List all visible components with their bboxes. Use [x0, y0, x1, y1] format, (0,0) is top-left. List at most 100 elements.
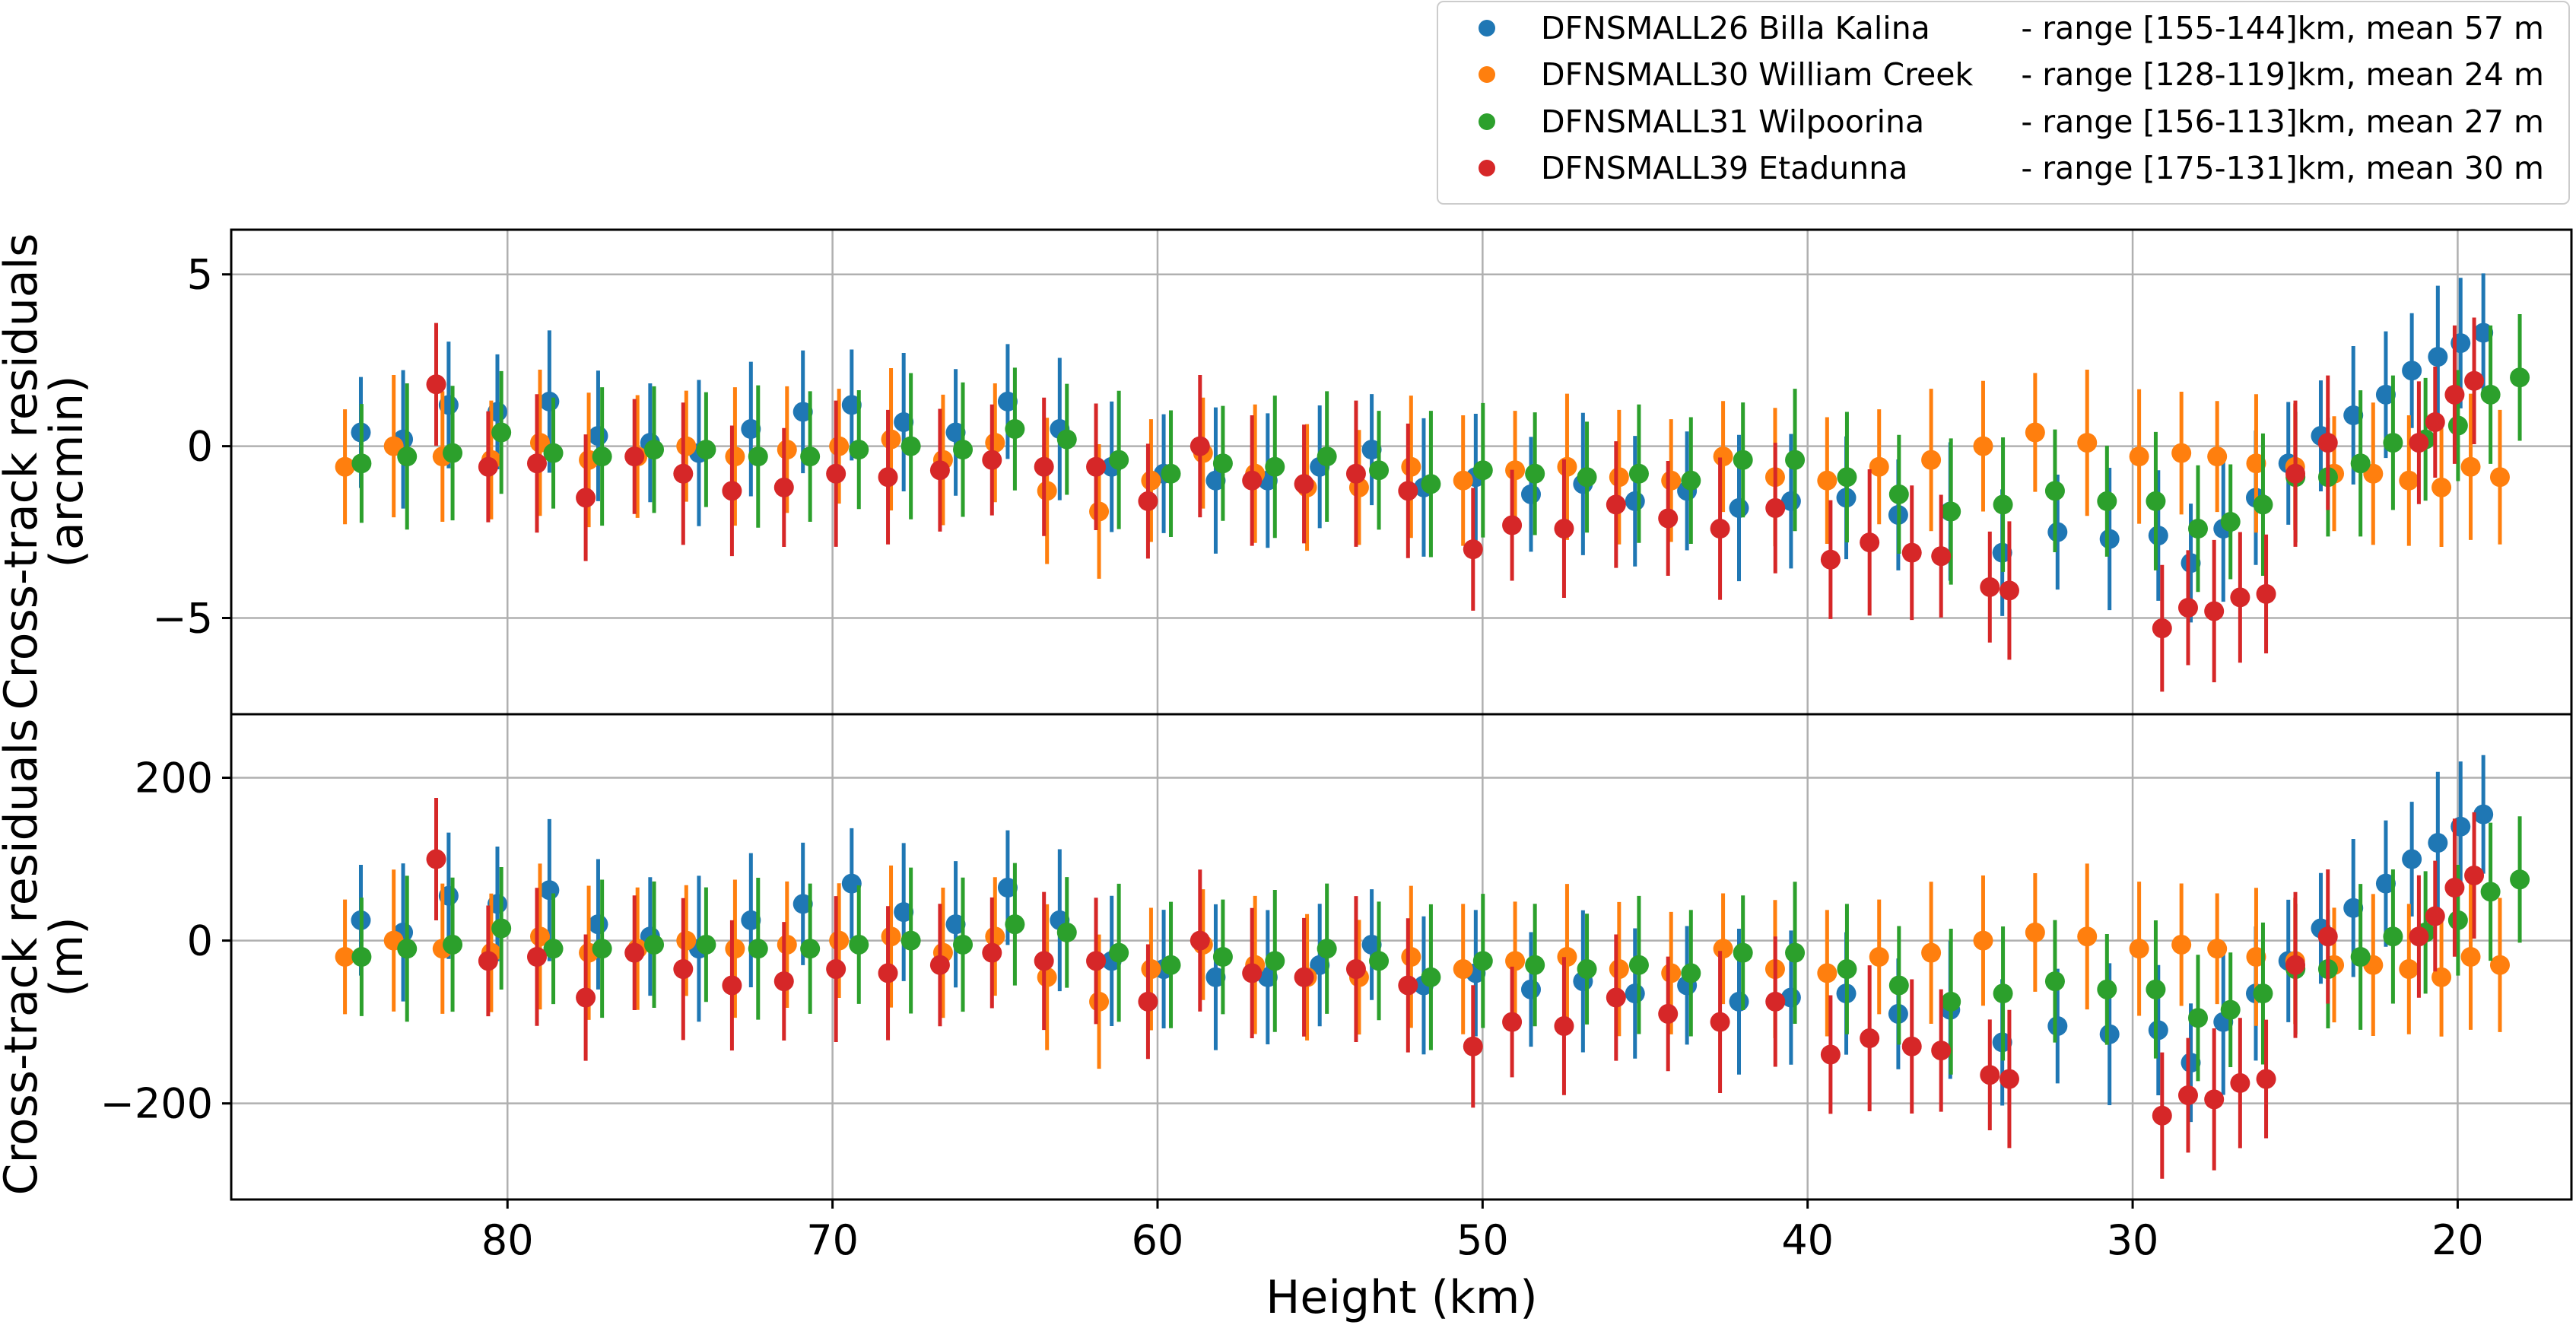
- bottom-data-point: [1628, 955, 1649, 975]
- bottom-data-point: [1869, 947, 1889, 967]
- bottom-data-point: [1765, 991, 1786, 1012]
- top-data-point: [829, 436, 850, 456]
- top-data-point: [2464, 370, 2485, 391]
- top-data-point: [773, 477, 794, 497]
- bottom-data-point: [1999, 1069, 2019, 1089]
- legend-detail: - range [156-113]km, mean 27 m: [2021, 103, 2544, 140]
- x-axis-label: Height (km): [1266, 1271, 1537, 1324]
- top-data-point: [1973, 436, 1993, 456]
- bottom-data-point: [426, 849, 446, 869]
- bottom-data-point: [2047, 1015, 2068, 1036]
- bottom-data-point: [1086, 951, 1107, 971]
- top-data-point: [2099, 529, 2120, 549]
- bottom-data-point: [929, 955, 950, 975]
- legend-label: DFNSMALL39 Etadunna: [1541, 150, 1907, 186]
- top-data-point: [1713, 446, 1733, 467]
- legend-marker: [1479, 113, 1495, 130]
- bottom-data-point: [1681, 963, 1701, 983]
- bottom-panel: −200 0 200 80 70 60 50 40 30 20 Cross-track resi…: [0, 713, 2573, 1324]
- bottom-y-tick-label: 0: [187, 917, 213, 965]
- top-panel-ylabel-line1: Cross-track residuals: [0, 234, 48, 710]
- top-data-point: [335, 456, 355, 477]
- top-data-point: [982, 450, 1002, 470]
- top-data-point: [1141, 470, 1161, 491]
- top-data-point: [1361, 440, 1382, 460]
- top-data-point: [725, 446, 745, 467]
- top-data-point: [1453, 470, 1473, 491]
- legend-frame: [1437, 1, 2570, 205]
- top-data-point: [792, 402, 813, 422]
- bottom-data-point: [2253, 983, 2273, 1004]
- bottom-data-point: [1294, 967, 1314, 987]
- bottom-data-point: [335, 947, 355, 967]
- top-data-point: [841, 395, 862, 415]
- top-data-point: [2146, 491, 2166, 511]
- top-data-point: [2402, 361, 2422, 381]
- top-data-point: [2207, 446, 2228, 467]
- bottom-data-point: [1190, 930, 1210, 951]
- top-data-point: [878, 467, 898, 488]
- top-data-point: [722, 481, 742, 501]
- bottom-data-point: [2489, 955, 2510, 975]
- bottom-data-point: [1557, 947, 1577, 967]
- top-data-point: [1993, 494, 2013, 515]
- top-data-point: [1205, 470, 1226, 491]
- top-data-point: [2343, 405, 2364, 425]
- top-data-point: [2383, 433, 2403, 453]
- legend-entry: DFNSMALL26 Billa Kalina - range [155-144…: [1479, 10, 2544, 46]
- top-data-point: [1089, 501, 1110, 522]
- top-data-point: [1190, 436, 1210, 456]
- top-data-point: [491, 422, 512, 443]
- top-data-point: [1888, 484, 1909, 504]
- top-data-point: [1837, 467, 1857, 488]
- top-data-point: [2350, 453, 2371, 474]
- bottom-data-point: [2428, 833, 2448, 853]
- top-data-point: [1980, 577, 2000, 597]
- bottom-data-point: [1901, 1036, 1922, 1057]
- bottom-data-point: [644, 934, 665, 955]
- legend-detail: - range [128-119]km, mean 24 m: [2021, 56, 2544, 93]
- top-data-point: [881, 429, 901, 450]
- top-data-point: [673, 463, 694, 484]
- top-data-point: [849, 440, 869, 460]
- top-data-point: [1577, 467, 1597, 488]
- top-data-point: [2256, 583, 2276, 604]
- top-data-point: [2129, 446, 2149, 467]
- bottom-data-point: [1463, 1036, 1483, 1057]
- bottom-data-point: [1931, 1041, 1952, 1061]
- bottom-data-point: [1577, 959, 1597, 980]
- bottom-data-point: [1034, 951, 1054, 971]
- bottom-data-point: [1212, 947, 1233, 967]
- top-data-point: [1606, 494, 1626, 515]
- top-data-point: [397, 446, 418, 467]
- bottom-data-point: [1729, 991, 1749, 1012]
- top-data-point: [2047, 522, 2068, 542]
- bottom-data-point: [491, 918, 512, 939]
- top-data-point: [2177, 597, 2198, 618]
- x-tick-label: 70: [806, 1216, 859, 1264]
- bottom-data-point: [1141, 959, 1161, 980]
- top-data-point: [2148, 526, 2168, 546]
- bottom-data-point: [2044, 971, 2065, 992]
- bottom-data-point: [673, 959, 694, 980]
- bottom-data-point: [2343, 898, 2364, 918]
- top-data-point: [2187, 519, 2208, 539]
- bottom-data-point: [1733, 942, 1753, 963]
- bottom-data-point: [1837, 959, 1857, 980]
- bottom-data-point: [900, 930, 921, 951]
- bottom-data-point: [748, 939, 768, 959]
- bottom-data-point: [1554, 1015, 1574, 1036]
- top-data-point: [2285, 463, 2306, 484]
- bottom-data-point: [1785, 942, 1806, 963]
- top-data-point: [1609, 467, 1629, 488]
- bottom-data-point: [2375, 873, 2396, 894]
- bottom-data-point: [1345, 959, 1366, 980]
- top-data-point: [1729, 497, 1749, 518]
- bottom-data-point: [443, 934, 463, 955]
- top-data-point: [1554, 519, 1574, 539]
- bottom-data-point: [2350, 947, 2371, 967]
- bottom-data-point: [1941, 991, 1961, 1012]
- bottom-data-point: [1658, 1003, 1679, 1024]
- bottom-data-point: [800, 939, 821, 959]
- top-data-point: [2409, 433, 2429, 453]
